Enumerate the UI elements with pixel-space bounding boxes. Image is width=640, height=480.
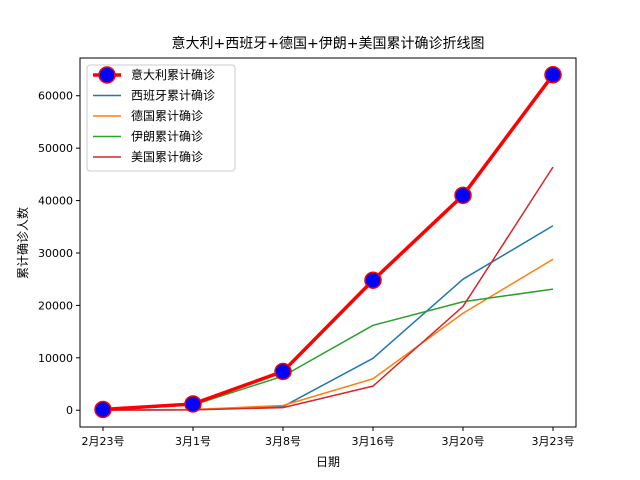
y-tick-label: 0 [66, 404, 73, 417]
legend-box [86, 64, 236, 172]
x-tick-label: 3月23号 [532, 435, 575, 448]
data-point [454, 186, 472, 205]
y-tick-label: 60000 [38, 90, 73, 103]
legend-label: 德国累计确诊 [131, 108, 203, 123]
y-tick-label: 30000 [38, 247, 73, 260]
legend-label: 西班牙累计确诊 [131, 89, 215, 103]
data-point [544, 66, 562, 84]
legend-marker [98, 66, 116, 84]
series-line [102, 73, 555, 412]
legend-label: 伊朗累计确诊 [131, 130, 203, 144]
x-tick-label: 2月23号 [82, 435, 125, 448]
plot-frame [79, 57, 577, 428]
x-tick-label: 3月20号 [442, 435, 485, 448]
series-line [102, 258, 554, 411]
legend-label: 意大利累计确诊 [131, 67, 215, 82]
x-tick-label: 3月8号 [265, 435, 301, 448]
y-axis: 0 10000 20000 30000 40000 50000 60000 [38, 90, 80, 417]
y-axis-label: 累计确诊人数 [15, 207, 30, 279]
data-point [274, 362, 292, 381]
x-tick-label: 3月16号 [352, 435, 395, 448]
data-point [94, 400, 112, 419]
data-point [364, 271, 382, 289]
y-tick-label: 10000 [38, 352, 73, 365]
y-tick-label: 40000 [38, 195, 73, 208]
series-line [102, 166, 554, 411]
y-tick-label: 20000 [38, 299, 73, 312]
y-tick-label: 50000 [38, 142, 73, 155]
legend-label: 美国累计确诊 [131, 150, 203, 164]
x-axis: 2月23号 3月1号 3月8号 3月16号 3月20号 3月23号 [82, 427, 575, 448]
x-axis-label: 日期 [316, 455, 340, 469]
series-line [102, 225, 554, 411]
plot-area [94, 66, 562, 419]
data-point [184, 395, 202, 413]
chart-title: 意大利+西班牙+德国+伊朗+美国累计确诊折线图 [172, 35, 485, 52]
x-tick-label: 3月1号 [175, 435, 211, 448]
